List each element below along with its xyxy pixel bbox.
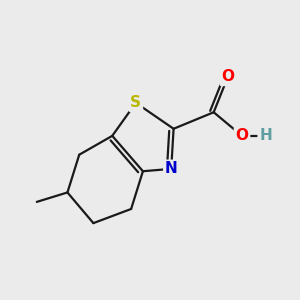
Text: O: O [221, 69, 234, 84]
Text: S: S [130, 95, 141, 110]
Text: N: N [165, 161, 178, 176]
Text: O: O [236, 128, 248, 143]
Text: H: H [259, 128, 272, 143]
